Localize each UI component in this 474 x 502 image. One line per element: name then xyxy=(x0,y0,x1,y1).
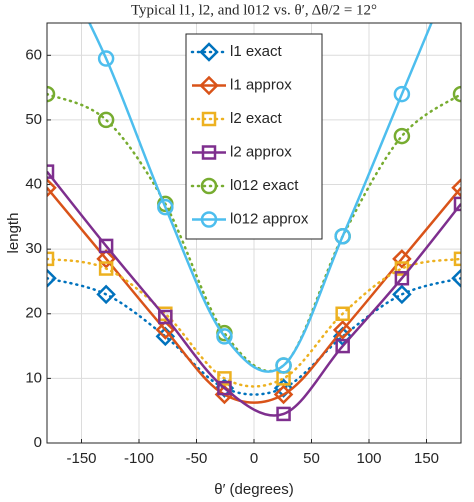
legend-label: l2 approx xyxy=(230,143,292,160)
legend-box xyxy=(185,33,323,240)
marker xyxy=(275,357,292,374)
marker xyxy=(393,85,411,103)
marker xyxy=(217,380,232,396)
legend-label: l012 approx xyxy=(230,210,309,227)
x-axis-label: θ′ (degrees) xyxy=(214,481,294,498)
x-tick-label: 0 xyxy=(250,450,258,467)
marker xyxy=(199,75,219,96)
marker xyxy=(452,85,461,103)
marker xyxy=(335,306,350,322)
marker xyxy=(392,284,412,305)
marker xyxy=(453,196,461,212)
legend: l1 exact l1 approx l2 exact l2 approx l012 e… xyxy=(185,33,323,240)
x-tick-label: -100 xyxy=(124,450,154,467)
x-tick-label: -150 xyxy=(66,450,96,467)
series-line xyxy=(47,92,461,373)
marker xyxy=(394,261,410,276)
marker xyxy=(47,251,55,267)
marker xyxy=(453,251,461,267)
marker xyxy=(392,249,412,269)
marker xyxy=(200,177,218,195)
marker xyxy=(276,406,291,422)
marker xyxy=(201,145,217,160)
y-tick-label: 30 xyxy=(25,240,42,257)
y-tick-label: 40 xyxy=(25,176,42,193)
marker xyxy=(332,320,353,340)
x-tick-label: 50 xyxy=(303,450,320,467)
plot xyxy=(47,23,461,422)
marker xyxy=(199,42,219,62)
legend-label: l2 exact xyxy=(230,110,283,127)
marker xyxy=(334,227,351,245)
marker xyxy=(47,178,57,198)
marker xyxy=(200,211,218,228)
marker xyxy=(97,111,115,129)
marker xyxy=(451,178,461,198)
chart-title: Typical l1, l2, and l012 vs. θ′, Δθ/2 = … xyxy=(131,2,377,18)
y-tick-label: 20 xyxy=(25,305,42,322)
y-tick-label: 50 xyxy=(25,111,42,128)
series-line xyxy=(47,257,461,388)
marker xyxy=(96,249,116,269)
marker xyxy=(158,309,173,325)
x-tick-label: 100 xyxy=(356,450,381,467)
legend-label: l1 exact xyxy=(230,43,283,60)
marker xyxy=(394,270,410,286)
marker xyxy=(155,320,176,340)
marker xyxy=(47,268,57,288)
marker xyxy=(157,198,174,216)
marker xyxy=(96,284,116,305)
marker xyxy=(201,111,217,127)
series-line xyxy=(47,276,461,396)
x-tick-label: 150 xyxy=(414,450,439,467)
y-tick-label: 10 xyxy=(25,369,42,386)
marker xyxy=(47,164,55,179)
marker xyxy=(98,238,114,254)
legend-label: l012 exact xyxy=(230,177,299,194)
marker xyxy=(393,127,411,145)
y-axis-label: length xyxy=(5,213,22,254)
marker xyxy=(47,85,56,103)
marker xyxy=(217,371,232,386)
marker xyxy=(273,384,294,405)
y-tick-label: 60 xyxy=(25,46,42,63)
marker xyxy=(451,268,461,288)
marker xyxy=(216,328,233,345)
legend-label: l1 approx xyxy=(230,76,292,93)
axes-box xyxy=(46,22,462,444)
marker xyxy=(98,261,114,276)
marker xyxy=(335,338,350,354)
y-tick-label: 0 xyxy=(34,434,42,451)
x-tick-label: -50 xyxy=(186,450,208,467)
marker xyxy=(97,50,115,67)
